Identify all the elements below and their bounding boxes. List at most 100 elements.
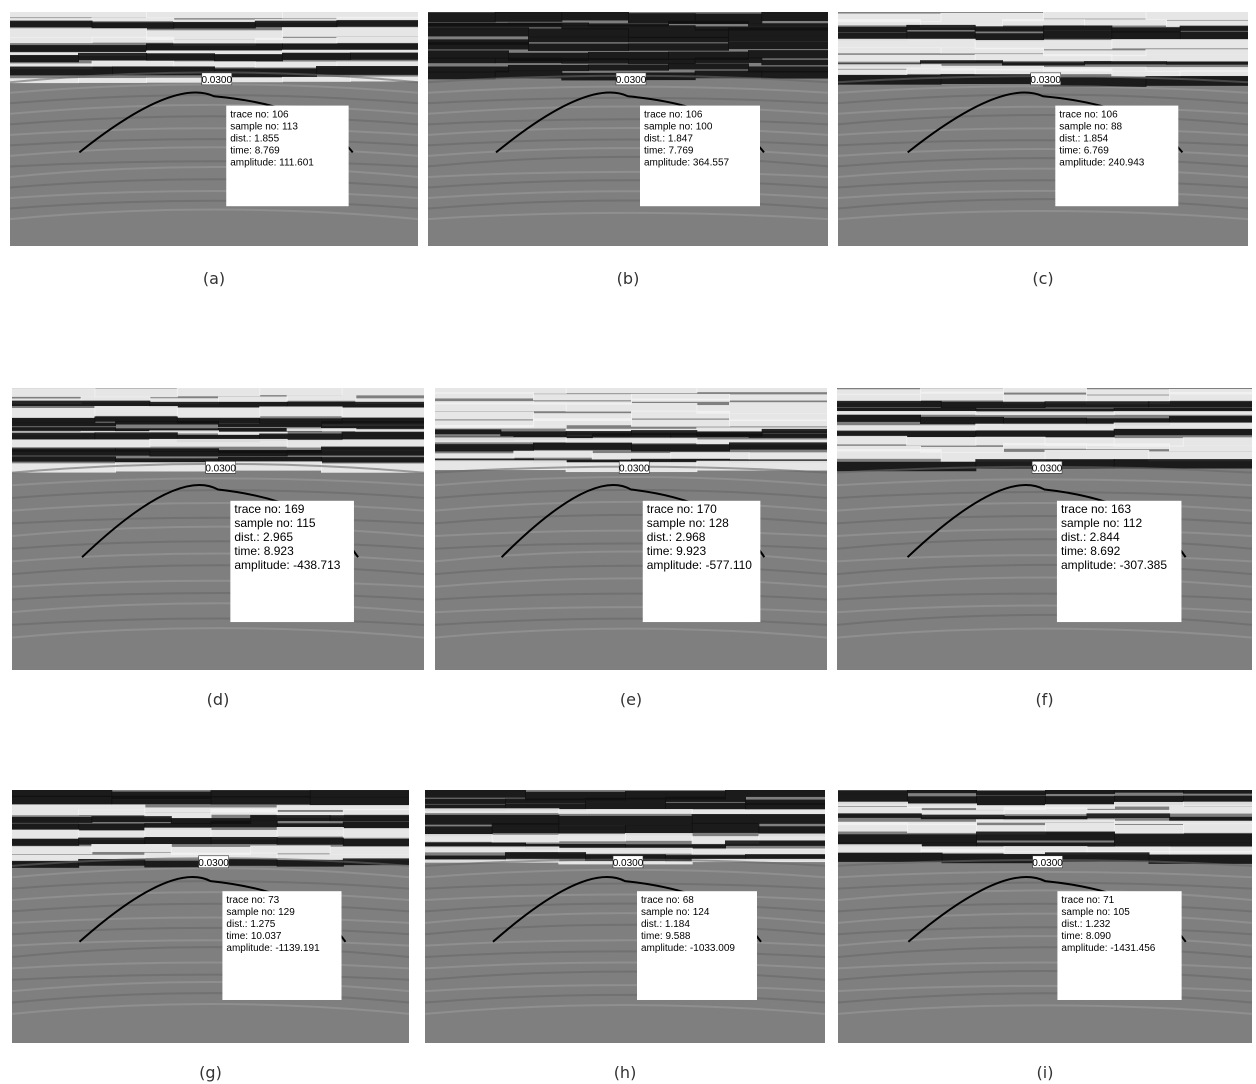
reflection-band xyxy=(838,834,977,843)
reflection-band xyxy=(838,19,921,25)
reflection-band xyxy=(12,809,79,815)
info-label: dist.: xyxy=(1061,530,1086,544)
info-line: time: 8.090 xyxy=(1061,931,1111,942)
reflection-band xyxy=(94,432,177,439)
reflection-band xyxy=(976,796,1046,805)
reflection-band xyxy=(838,27,907,32)
reflection-band xyxy=(146,12,283,18)
info-line: sample no: 100 xyxy=(644,122,713,133)
info-value: 9.588 xyxy=(665,931,690,942)
info-line: dist.: 1.854 xyxy=(1059,134,1108,145)
reflection-band xyxy=(728,42,828,49)
info-value: 124 xyxy=(693,907,710,918)
reflection-band xyxy=(631,411,730,419)
reflection-band xyxy=(1183,790,1252,794)
reflection-band xyxy=(838,64,942,69)
reflection-band xyxy=(561,58,629,64)
reflection-band xyxy=(1146,49,1249,55)
reflection-band xyxy=(12,423,116,427)
info-line: dist.: 1.184 xyxy=(641,919,690,930)
info-value: -1431.456 xyxy=(1110,943,1155,954)
reflection-band xyxy=(838,802,908,807)
reflection-band xyxy=(566,388,698,393)
info-value: 2.844 xyxy=(1090,530,1120,544)
reflection-band xyxy=(10,28,147,38)
info-value: 7.769 xyxy=(668,146,693,157)
info-value: 73 xyxy=(268,895,280,906)
info-line: trace no: 106 xyxy=(1059,110,1118,121)
info-line: time: 7.769 xyxy=(644,146,694,157)
info-line: trace no: 68 xyxy=(641,895,694,906)
reflection-band xyxy=(729,442,827,449)
reflection-band xyxy=(941,402,1046,408)
reflection-band xyxy=(425,834,493,842)
reflection-band xyxy=(728,36,828,41)
reflection-band xyxy=(12,830,79,840)
reflection-band xyxy=(588,65,669,71)
reflection-band xyxy=(585,803,666,809)
info-line: trace no: 169 xyxy=(234,502,304,516)
reflection-band xyxy=(533,443,632,450)
info-value: 1.232 xyxy=(1085,919,1110,930)
reflection-band xyxy=(941,48,1045,54)
info-line: sample no: 115 xyxy=(234,516,316,530)
reflection-band xyxy=(12,408,95,418)
info-line: amplitude: 111.601 xyxy=(230,158,314,169)
reflection-band xyxy=(495,12,563,22)
info-line: amplitude: -1139.191 xyxy=(226,943,320,954)
reflection-band xyxy=(558,834,626,842)
info-label: dist.: xyxy=(234,530,259,544)
info-line: sample no: 128 xyxy=(647,516,729,530)
reflection-band xyxy=(211,809,278,815)
info-line: time: 9.923 xyxy=(647,544,707,558)
caption: (d) xyxy=(178,690,258,709)
reflection-band xyxy=(920,60,1003,63)
reflection-band xyxy=(12,796,112,804)
reflection-band xyxy=(665,797,746,802)
info-label: time: xyxy=(1061,931,1083,942)
reflection-band xyxy=(528,28,629,37)
info-label: sample no: xyxy=(1061,516,1120,530)
info-label: trace no: xyxy=(644,110,683,121)
info-line: dist.: 2.965 xyxy=(234,530,293,544)
reflection-band xyxy=(1004,807,1088,814)
reflection-band xyxy=(838,39,976,48)
info-value: 9.923 xyxy=(676,544,706,558)
reflection-band xyxy=(149,451,287,456)
info-value: 112 xyxy=(1123,516,1142,530)
reflection-band xyxy=(920,417,1004,424)
info-label: amplitude: xyxy=(647,558,702,572)
reflection-band xyxy=(631,420,730,427)
reflection-band xyxy=(558,809,692,814)
info-line: amplitude: -1431.456 xyxy=(1061,943,1155,954)
reflection-band xyxy=(1111,55,1248,62)
reflection-band xyxy=(425,846,559,852)
info-label: time: xyxy=(1059,146,1081,157)
info-label: sample no: xyxy=(644,122,693,133)
reflection-band xyxy=(761,60,828,66)
info-line: dist.: 1.275 xyxy=(226,919,275,930)
info-value: 71 xyxy=(1103,895,1115,906)
reflection-band xyxy=(1180,32,1248,40)
reflection-band xyxy=(78,78,147,83)
reflection-band xyxy=(259,406,342,416)
reflection-band xyxy=(1114,429,1252,435)
reflection-band xyxy=(692,823,760,833)
reflection-band xyxy=(287,395,357,401)
reflection-band xyxy=(761,71,828,79)
reflection-band xyxy=(528,37,629,42)
info-label: time: xyxy=(647,544,673,558)
reflection-band xyxy=(1111,31,1180,39)
info-value: 128 xyxy=(709,516,729,530)
info-line: trace no: 71 xyxy=(1061,895,1114,906)
reflection-band xyxy=(259,388,342,395)
info-line: amplitude: -438.713 xyxy=(234,558,340,572)
reflection-band xyxy=(425,799,506,804)
info-label: dist.: xyxy=(647,530,672,544)
reflection-band xyxy=(287,402,424,407)
reflection-band xyxy=(91,816,171,822)
reflection-band xyxy=(696,388,827,392)
reflection-band xyxy=(343,809,409,815)
reflection-band xyxy=(1045,823,1115,832)
reflection-band xyxy=(211,796,311,804)
